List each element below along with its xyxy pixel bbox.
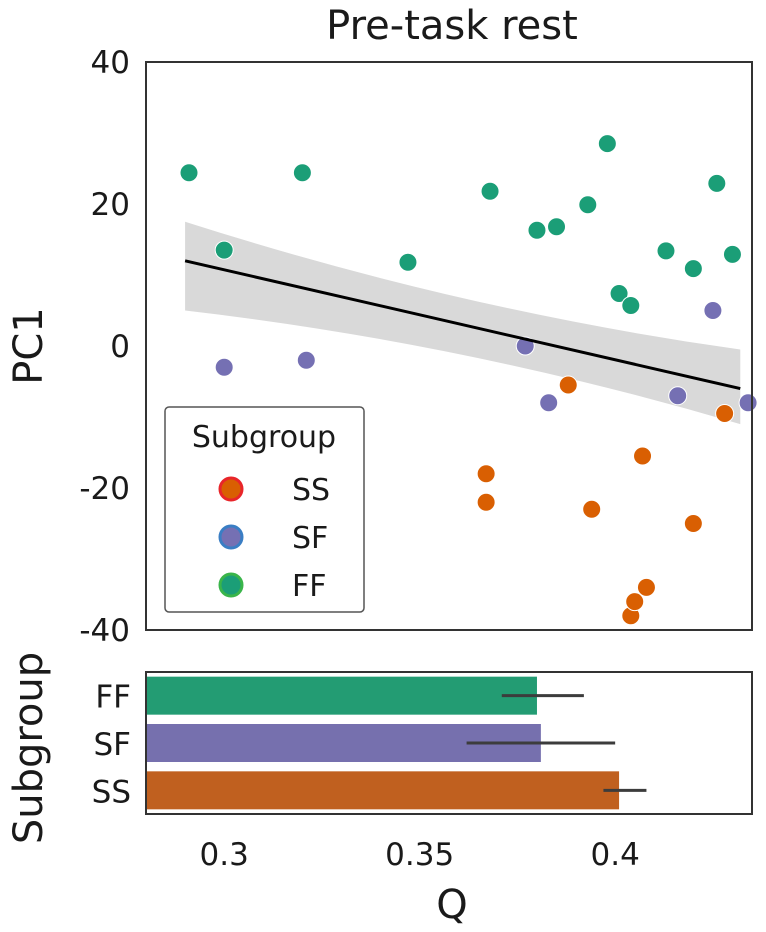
point-ff	[527, 220, 547, 240]
legend-marker-sf	[218, 524, 244, 550]
point-ss	[683, 514, 703, 533]
scatter-plot-frame	[145, 61, 753, 631]
legend-box	[164, 406, 365, 613]
bar-category-label: FF	[95, 680, 131, 716]
x-tick-label: 0.3	[200, 837, 249, 873]
point-ff	[683, 259, 703, 279]
legend-label-ss: SS	[292, 473, 330, 508]
legend: Subgroup SS SF FF	[164, 406, 365, 613]
regression-line-path	[184, 259, 741, 391]
y-tick-label: -40	[79, 613, 130, 649]
legend-marker-ff	[218, 572, 244, 598]
legend-label-ff: FF	[292, 569, 327, 604]
bar-x-tick-labels: 0.3 0.35 0.4	[200, 837, 640, 873]
bar-x-axis-label: Q	[436, 882, 467, 928]
y-tick-label: 20	[91, 187, 130, 223]
point-ff	[480, 181, 500, 201]
chart-title: Pre-task rest	[326, 3, 578, 49]
legend-marker-ss	[218, 476, 244, 502]
point-ss	[633, 446, 653, 466]
bar-plot-frame	[145, 671, 753, 815]
point-ff	[621, 296, 641, 316]
point-ff	[722, 244, 742, 264]
point-ff	[597, 134, 617, 154]
point-ss	[625, 592, 645, 612]
legend-title: Subgroup	[192, 420, 336, 455]
bar-category-labels: FF SF SS	[92, 680, 131, 811]
point-sf	[703, 301, 723, 320]
scatter-y-axis-label: PC1	[6, 307, 52, 385]
scatter-y-tick-labels: 40 20 0 -20 -40	[79, 45, 130, 649]
point-ss	[636, 577, 656, 597]
confidence-band	[185, 221, 741, 425]
y-tick-label: -20	[79, 471, 130, 507]
point-sf	[539, 393, 559, 413]
point-ff	[398, 252, 418, 272]
point-ss	[715, 403, 735, 423]
bar-y-axis-label: Subgroup	[6, 652, 52, 844]
point-ss	[476, 464, 496, 484]
point-ss	[558, 375, 578, 395]
y-tick-label: 0	[110, 329, 130, 365]
point-sf	[668, 386, 688, 406]
bars	[146, 676, 620, 810]
legend-label-sf: SF	[292, 521, 328, 556]
regression-line	[184, 259, 741, 391]
y-tick-label: 40	[91, 45, 130, 81]
bar-ff	[146, 676, 537, 715]
bar-error-bars	[466, 694, 647, 792]
point-sf	[214, 357, 234, 377]
point-ss	[476, 492, 496, 512]
x-tick-label: 0.35	[385, 837, 454, 873]
point-ff	[609, 283, 629, 303]
point-ff	[214, 240, 234, 260]
point-ff	[707, 173, 727, 193]
x-tick-label: 0.4	[591, 837, 640, 873]
bar-ss	[146, 771, 620, 810]
confidence-band-area	[185, 221, 741, 425]
legend-entries: SS SF FF	[218, 473, 330, 604]
point-ff	[656, 241, 676, 261]
point-ff	[547, 217, 567, 237]
point-ss	[582, 499, 602, 519]
bar-category-label: SF	[93, 727, 131, 763]
point-sf	[296, 350, 316, 370]
point-sf	[738, 393, 758, 413]
point-ff	[179, 163, 199, 183]
point-ff	[292, 163, 312, 183]
scatter-points	[179, 134, 758, 626]
point-ff	[578, 195, 598, 215]
bar-category-label: SS	[92, 774, 131, 810]
